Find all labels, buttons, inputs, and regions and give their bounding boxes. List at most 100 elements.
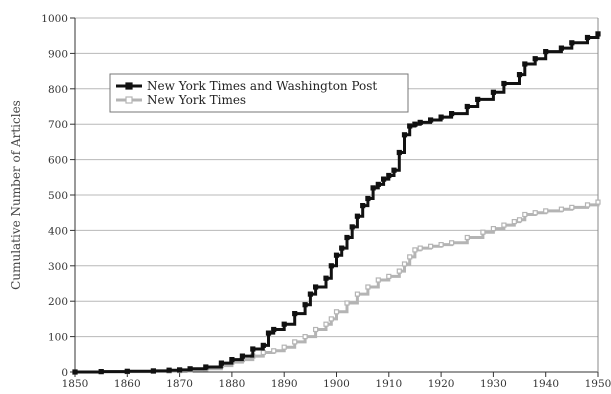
data-point — [490, 226, 496, 232]
data-point — [391, 167, 397, 173]
y-tick-label: 1000 — [41, 13, 68, 25]
data-point — [412, 121, 418, 127]
data-point — [396, 268, 402, 274]
data-point — [490, 89, 496, 95]
data-point — [323, 321, 329, 327]
data-point — [271, 326, 277, 333]
data-point — [401, 261, 408, 267]
data-point — [333, 309, 340, 315]
data-point — [370, 185, 376, 191]
data-point — [281, 344, 287, 350]
data-point — [516, 71, 523, 78]
data-point — [532, 210, 538, 216]
data-point — [417, 245, 423, 251]
y-tick-label: 600 — [48, 155, 68, 167]
data-point — [595, 31, 601, 37]
data-point — [313, 284, 319, 290]
y-tick-label: 300 — [48, 261, 68, 273]
data-point — [543, 48, 549, 55]
data-point — [438, 242, 444, 248]
data-point — [375, 277, 381, 283]
data-point — [271, 348, 277, 354]
data-point — [396, 149, 402, 156]
y-tick-label: 800 — [48, 84, 68, 96]
data-point — [584, 34, 591, 41]
legend-swatch-marker — [125, 96, 133, 104]
y-tick-label: 900 — [48, 48, 68, 60]
y-tick-label: 200 — [48, 296, 68, 308]
axes — [70, 17, 599, 377]
data-point — [386, 172, 392, 179]
data-point — [166, 367, 172, 373]
x-tick-label: 1950 — [585, 378, 611, 390]
y-tick-labels: 0 100 200 300 400 500 600 700 800 900 1000 — [41, 13, 68, 379]
data-point — [438, 114, 444, 120]
data-point — [218, 360, 224, 366]
data-point — [333, 252, 340, 258]
data-point — [412, 247, 418, 253]
data-point — [187, 366, 193, 372]
series-2 — [72, 199, 601, 375]
data-point — [281, 321, 287, 327]
data-point — [522, 61, 528, 67]
data-point — [558, 206, 565, 212]
x-tick-label: 1870 — [166, 378, 193, 390]
data-point — [569, 204, 575, 210]
data-point — [464, 234, 470, 241]
data-point — [449, 110, 455, 117]
data-point — [464, 103, 470, 110]
data-point — [543, 208, 549, 214]
data-point — [260, 342, 266, 348]
data-point — [354, 291, 360, 297]
data-point — [475, 96, 481, 103]
data-point — [203, 364, 209, 370]
y-tick-label: 500 — [48, 190, 68, 202]
data-point — [177, 367, 183, 373]
data-point — [328, 316, 334, 322]
data-point — [265, 330, 272, 336]
data-point — [339, 245, 345, 251]
y-tick-label: 0 — [61, 367, 68, 379]
data-point — [292, 339, 298, 345]
x-tick-label: 1850 — [62, 378, 89, 390]
data-point — [501, 80, 507, 87]
x-tick-label: 1890 — [271, 378, 298, 390]
data-point — [569, 40, 575, 46]
data-point — [428, 243, 434, 249]
data-point — [558, 45, 565, 51]
y-tick-label: 100 — [48, 332, 68, 344]
data-point — [323, 275, 329, 281]
y-axis-title: Cumulative Number of Articles — [9, 100, 23, 290]
data-point — [522, 211, 528, 218]
data-point — [365, 284, 371, 290]
legend-box — [109, 73, 409, 113]
x-tick-label: 1860 — [114, 378, 141, 390]
x-tick-label: 1940 — [532, 378, 559, 390]
data-point — [407, 123, 413, 129]
legend-swatch-marker — [125, 82, 133, 90]
data-point — [381, 176, 387, 182]
series-1 — [72, 31, 601, 375]
data-point — [480, 229, 486, 235]
legend-entry-label: New York Times and Washington Post — [147, 79, 377, 93]
data-point — [292, 311, 298, 317]
x-tick-label: 1930 — [480, 378, 507, 390]
data-point — [595, 199, 601, 205]
data-point — [386, 273, 392, 279]
data-point — [360, 203, 366, 209]
data-point — [344, 234, 350, 241]
data-point — [328, 263, 334, 269]
data-point — [532, 56, 538, 62]
data-point — [302, 302, 308, 308]
data-point — [349, 224, 355, 230]
x-tick-label: 1900 — [323, 378, 350, 390]
data-point — [344, 300, 350, 306]
data-point — [307, 291, 313, 297]
legend-entry-label: New York Times — [147, 93, 246, 107]
data-point — [516, 217, 523, 223]
x-tick-label: 1880 — [219, 378, 246, 390]
data-point — [250, 346, 256, 352]
data-point — [313, 326, 319, 333]
data-point — [501, 222, 507, 228]
